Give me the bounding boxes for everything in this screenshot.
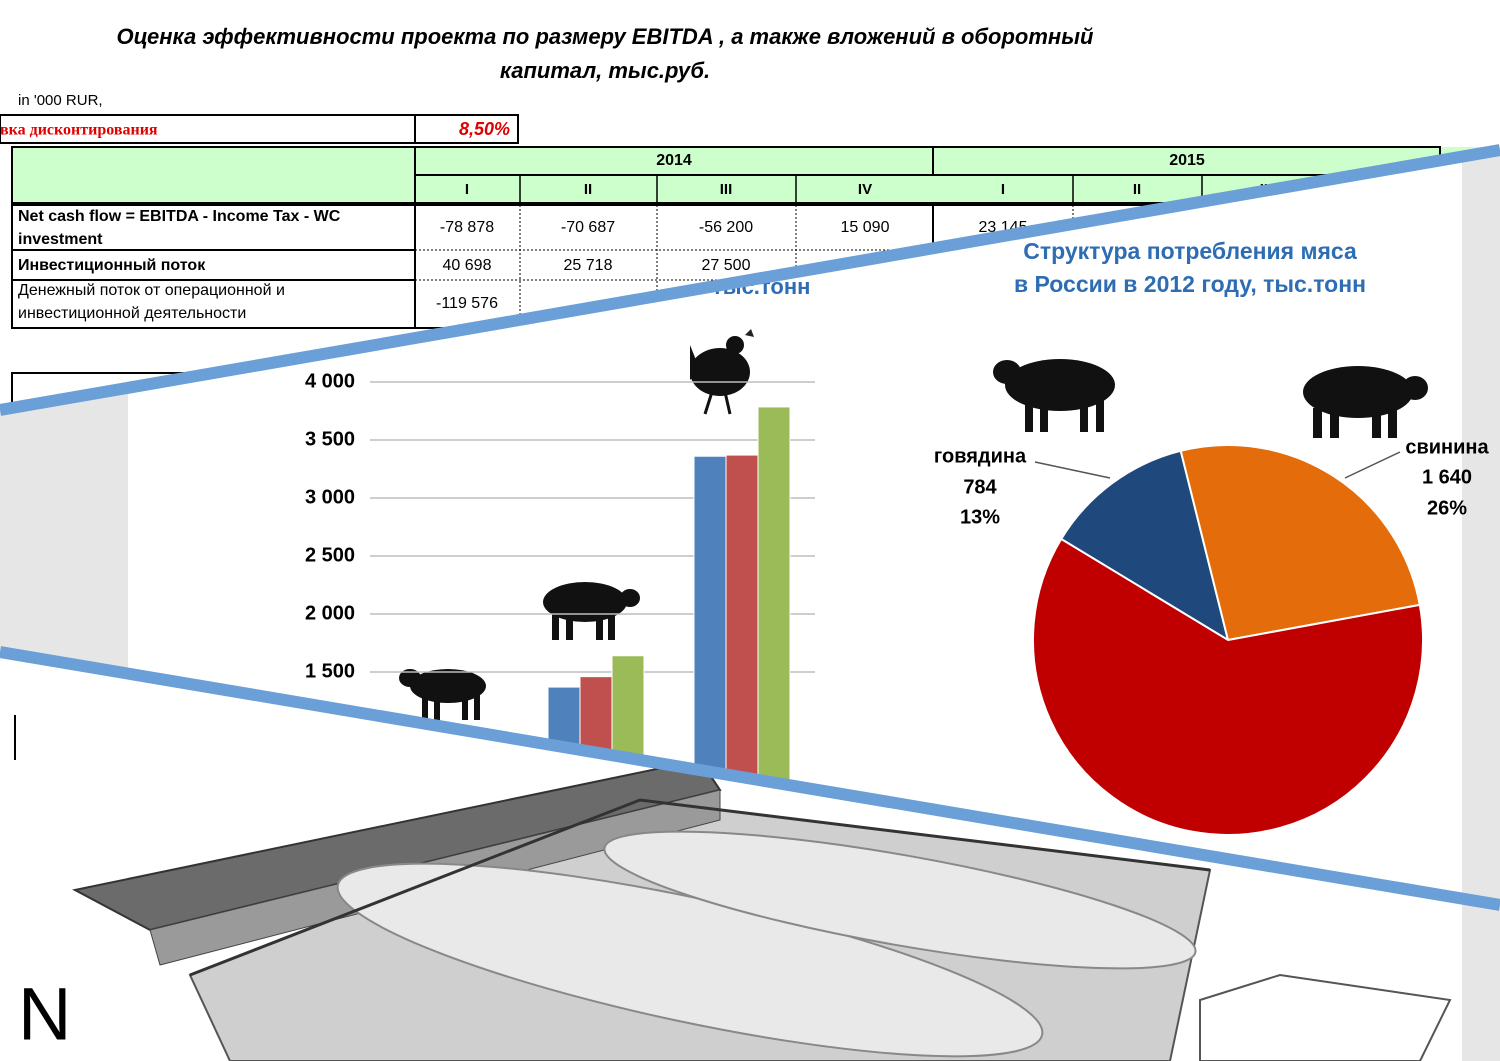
cell-value: -119 576 — [436, 295, 498, 312]
quarter-header: IV — [858, 181, 872, 198]
cell-value: -78 878 — [440, 219, 494, 236]
pie-value-label: 784 — [963, 476, 997, 498]
row-label: Денежный поток от операционной и инвестиц… — [18, 282, 285, 322]
y-tick-label: 1 500 — [305, 660, 355, 682]
y-tick-label: 2 000 — [305, 602, 355, 624]
pie-chart-title: в России в 2012 году, тыс.тонн — [1014, 271, 1366, 297]
year-header: 2015 — [1169, 152, 1205, 169]
y-tick-label: 3 000 — [305, 486, 355, 508]
pie-slice — [1032, 537, 1424, 836]
pie-percent-label: 26% — [1427, 497, 1467, 519]
quarter-header: II — [1133, 181, 1141, 198]
cell — [414, 114, 519, 144]
dividers — [0, 144, 1500, 911]
y-tick-label: 3 500 — [305, 428, 355, 450]
cell-value: 40 698 — [443, 257, 492, 274]
cell-value: 25 718 — [564, 257, 613, 274]
cell-value: -70 687 — [561, 219, 615, 236]
animal-icons — [399, 329, 1428, 720]
quarter-header: I — [1001, 181, 1005, 198]
page-title: Оценка эффективности проекта по размеру … — [117, 24, 1094, 49]
cell-value: 15 090 — [841, 219, 890, 236]
plan-label: N — [18, 973, 71, 1056]
row-label: Инвестиционный поток — [18, 257, 206, 274]
y-tick-label: 2 500 — [305, 544, 355, 566]
panel-margin — [1462, 150, 1500, 905]
quarter-header: III — [720, 181, 733, 198]
pie-label: говядина — [934, 445, 1027, 467]
cell-value: 27 500 — [702, 257, 751, 274]
cell-value: -56 200 — [699, 219, 753, 236]
leader-line — [1034, 461, 1111, 479]
pie-slice — [1179, 444, 1421, 642]
y-tick-label: 4 000 — [305, 370, 355, 392]
header-cell — [12, 147, 415, 203]
pie-label: свинина — [1405, 436, 1489, 458]
year-header: 2014 — [656, 152, 692, 169]
cell — [414, 174, 1500, 204]
page-title: капитал, тыс.руб. — [500, 58, 710, 83]
farm-drawing — [14, 715, 1452, 1061]
quarter-header: II — [584, 181, 592, 198]
quarter-header: I — [465, 181, 469, 198]
row-label: Net cash flow = EBITDA - Income Tax - WC… — [18, 208, 341, 248]
pie-slice — [1059, 449, 1230, 643]
leader-line — [1344, 451, 1401, 479]
discount-value: 8,50% — [459, 119, 510, 139]
discount-label: вка дисконтирования — [0, 122, 158, 139]
pie-chart-title: Структура потребления мяса — [1023, 238, 1357, 264]
pie-percent-label: 13% — [960, 506, 1000, 528]
pie-value-label: 1 640 — [1422, 466, 1472, 488]
units-note: in '000 RUR, — [18, 92, 103, 109]
